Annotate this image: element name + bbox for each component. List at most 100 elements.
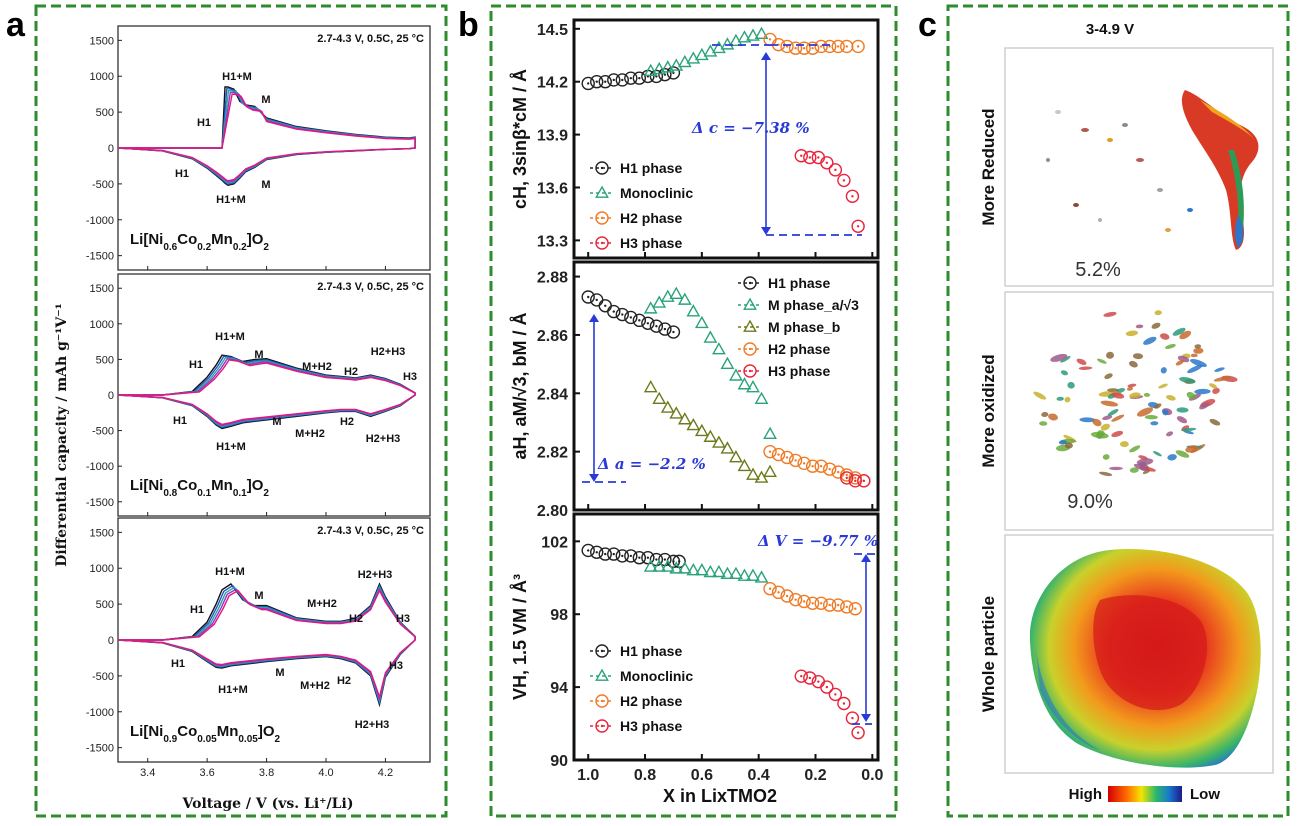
series-h2-phase <box>763 32 865 55</box>
data-point-center <box>600 241 604 245</box>
dqdv-subplot-3: -1500 -1000 -500 0 500 1000 1500 3.4 3.6 3.8 4.0 4.… <box>86 517 431 779</box>
data-point <box>643 63 658 77</box>
data-point <box>595 668 609 681</box>
y-tick-label: 0 <box>108 143 114 155</box>
legend-entry: Monoclinic <box>590 668 693 684</box>
data-point-center <box>817 680 820 683</box>
lattice-ylabel: aH, aM/√3, bM / Å <box>510 313 530 460</box>
oxidized-domain <box>1209 383 1218 389</box>
data-point-center <box>808 156 812 159</box>
oxidized-domain <box>1100 423 1110 431</box>
row-label-whole-particle: Whole particle <box>979 596 998 712</box>
lattice-subplot-bottom: 90 94 98 102 1.0 0.8 0.6 0.4 0.2 0.0 Δ V = −9.77 %… <box>510 512 884 784</box>
data-point-center <box>638 556 641 559</box>
data-point <box>643 380 658 393</box>
arrow-head-up <box>761 52 771 60</box>
data-point <box>677 561 692 574</box>
data-point <box>743 364 757 378</box>
data-point-center <box>842 179 846 182</box>
condition-label: 2.7-4.3 V, 0.5C, 25 °C <box>317 33 424 45</box>
y-tick-label: -500 <box>92 426 114 438</box>
legend-label: H3 phase <box>620 235 682 251</box>
lattice-subplot-top: 13.3 13.6 13.9 14.2 14.5 Δ c = −7.38 % H1 phas… <box>510 18 880 260</box>
oxidized-domain <box>1213 376 1231 382</box>
panel-a-ylabel: Differential capacity / mAh g⁻¹V⁻¹ <box>54 303 70 567</box>
data-point <box>607 304 621 319</box>
oxidized-domain <box>1212 387 1220 394</box>
whole-particle-map <box>1029 549 1261 768</box>
y-tick-label: -1000 <box>86 707 114 719</box>
data-point <box>641 316 655 330</box>
phase-label-charge: M <box>254 349 263 361</box>
data-point-center <box>777 591 780 594</box>
data-point <box>694 315 709 329</box>
oxidized-domain <box>1125 330 1139 337</box>
data-point <box>703 429 718 442</box>
data-point <box>840 600 854 614</box>
x-tick-label: 0.2 <box>804 767 826 784</box>
phase-label-discharge: H2+H3 <box>366 433 401 445</box>
data-point <box>712 40 726 54</box>
oxidized-domain <box>1129 467 1139 473</box>
data-point-center <box>854 607 857 610</box>
data-point-center <box>851 195 854 198</box>
oxidized-domain <box>1060 370 1068 376</box>
data-point-center <box>768 38 772 41</box>
oxidized-domain <box>1050 353 1068 362</box>
data-point <box>658 322 672 336</box>
percent-more-reduced: 5.2% <box>1075 259 1121 281</box>
series-h2-phase <box>763 582 862 616</box>
data-point <box>743 276 757 290</box>
panel-b-frame <box>489 4 898 818</box>
data-point-center <box>604 304 607 307</box>
data-point <box>737 568 752 581</box>
panel-a-frame <box>34 4 448 818</box>
phase-label-discharge: H1 <box>171 658 185 670</box>
oxidized-domain <box>1209 418 1221 426</box>
phase-label-charge: H1 <box>189 359 203 371</box>
data-point-center <box>854 479 857 483</box>
data-point <box>820 156 834 170</box>
row-label-more-reduced: More Reduced <box>979 108 998 225</box>
phase-label-discharge: M+H2 <box>300 680 330 692</box>
data-point-center <box>825 685 829 689</box>
oxidized-domain <box>1079 417 1096 423</box>
data-point <box>595 161 609 175</box>
data-point <box>788 453 803 468</box>
data-point <box>771 447 786 462</box>
data-point-center <box>621 313 624 316</box>
oxidized-domain <box>1064 442 1073 449</box>
data-point-center <box>785 594 789 598</box>
phase-label-charge: M+H2 <box>302 361 332 373</box>
percent-more-oxidized: 9.0% <box>1067 491 1113 513</box>
data-point <box>729 566 743 580</box>
oxidized-domain <box>1153 403 1162 409</box>
data-point <box>720 441 735 454</box>
data-point <box>820 680 834 694</box>
y-tick-label: -1500 <box>86 497 114 509</box>
data-point <box>794 149 808 163</box>
oxidized-domain <box>1102 454 1110 460</box>
phase-label-charge: H2 <box>344 366 358 378</box>
data-point-center <box>600 649 604 653</box>
data-point <box>712 435 726 448</box>
y-tick-label: 500 <box>96 107 114 119</box>
data-point <box>595 719 609 733</box>
oxidized-domains-map <box>1033 310 1238 477</box>
data-point <box>624 549 638 563</box>
oxidized-domain <box>1126 386 1134 391</box>
x-tick-label: 3.6 <box>199 767 214 779</box>
oxidized-domain <box>1109 466 1123 471</box>
x-tick-label: 0.6 <box>691 767 713 784</box>
data-point-center <box>748 369 752 373</box>
data-point <box>805 596 820 610</box>
colorbar <box>1108 786 1182 802</box>
data-point <box>643 559 658 572</box>
oxidized-domain <box>1143 336 1157 345</box>
data-point <box>598 75 612 89</box>
composition-formula: Li[Ni0.6Co0.2Mn0.2]O2 <box>130 231 269 253</box>
phase-label-discharge: H3 <box>389 660 403 672</box>
data-point-center <box>845 45 848 48</box>
y-tick-label: 13.3 <box>537 233 568 250</box>
y-tick-label: 90 <box>550 753 568 770</box>
